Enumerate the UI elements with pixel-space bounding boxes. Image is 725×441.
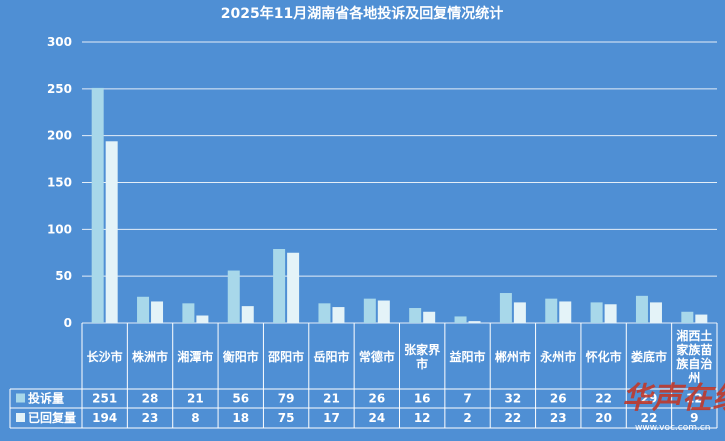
table-value: 26 [550,392,567,406]
bar-complaints [318,303,331,323]
table-value: 23 [550,411,567,425]
y-tick-label: 0 [64,316,72,330]
legend-label-complaints: 投诉量 [28,391,64,406]
table-value: 251 [92,392,117,406]
watermark-logo: 华声在线 [622,381,725,416]
legend-swatch-replied [16,413,25,422]
table-value: 17 [323,411,340,425]
category-label: 湘潭市 [177,349,213,364]
table-value: 20 [595,411,612,425]
bar-complaints [681,311,694,323]
bar-complaints [635,295,648,323]
table-value: 2 [463,411,471,425]
table-value: 23 [142,411,159,425]
table-value: 21 [187,392,204,406]
table-value: 8 [191,411,199,425]
category-label: 邵阳市 [267,349,304,364]
table-value: 16 [414,392,431,406]
y-tick-label: 100 [47,222,72,236]
bar-replied [377,300,390,323]
bar-replied [695,314,708,323]
bar-complaints [545,298,558,323]
bar-complaints [227,270,240,323]
table-value: 7 [463,392,471,406]
table-value: 21 [323,392,340,406]
category-label: 衡阳市 [223,349,259,364]
bar-replied [604,304,617,323]
table-value: 194 [92,411,117,425]
bar-complaints [499,293,512,323]
table-value: 32 [505,392,522,406]
bar-complaints [273,249,286,323]
category-label: 张家界市 [404,342,440,371]
table-value: 26 [368,392,385,406]
category-label: 怀化市 [586,349,622,364]
category-label: 益阳市 [450,349,486,364]
bar-replied [559,301,572,323]
category-label: 岳阳市 [313,349,349,364]
bar-replied [423,311,436,323]
bar-complaints [590,302,603,323]
bar-complaints [363,298,376,323]
bar-replied [105,141,118,323]
table-value: 22 [595,392,612,406]
y-tick-label: 200 [47,129,72,143]
watermark-url: www.voc.com.cn [635,423,711,433]
table-value: 22 [641,411,658,425]
category-label: 株洲市 [132,349,168,364]
legend-label-replied: 已回复量 [28,410,76,425]
table-value: 12 [686,392,703,406]
table-value: 79 [278,392,295,406]
bar-replied [151,301,164,323]
category-label: 永州市 [539,349,576,364]
bar-replied [332,307,345,323]
y-tick-label: 250 [47,82,72,96]
category-label: 郴州市 [495,349,531,364]
y-tick-label: 300 [47,35,72,49]
chart-title: 2025年11月湖南省各地投诉及回复情况统计 [221,5,503,22]
category-label: 常德市 [359,349,395,364]
table-value: 28 [142,392,159,406]
legend-swatch-complaints [16,393,25,403]
bar-replied [649,302,662,323]
table-value: 56 [232,392,249,406]
bar-complaints [454,316,467,323]
category-label: 湘西土家族苗族自治州 [676,328,712,385]
bar-complaints [182,303,195,323]
category-label: 长沙市 [87,349,123,364]
table-value: 29 [641,392,658,406]
bar-complaints [409,308,422,323]
category-label: 娄底市 [631,349,667,364]
table-value: 9 [690,411,698,425]
bar-replied [468,321,481,323]
y-tick-label: 50 [55,269,72,283]
table-value: 75 [278,411,295,425]
bar-replied [241,306,254,323]
bar-replied [287,252,300,323]
y-tick-label: 150 [47,176,72,190]
bar-replied [196,315,209,323]
table-value: 18 [232,411,249,425]
bar-replied [513,302,526,323]
bar-complaints [91,87,104,323]
table-value: 22 [505,411,522,425]
table-value: 24 [368,411,385,425]
table-value: 12 [414,411,431,425]
bar-complaints [137,296,150,323]
